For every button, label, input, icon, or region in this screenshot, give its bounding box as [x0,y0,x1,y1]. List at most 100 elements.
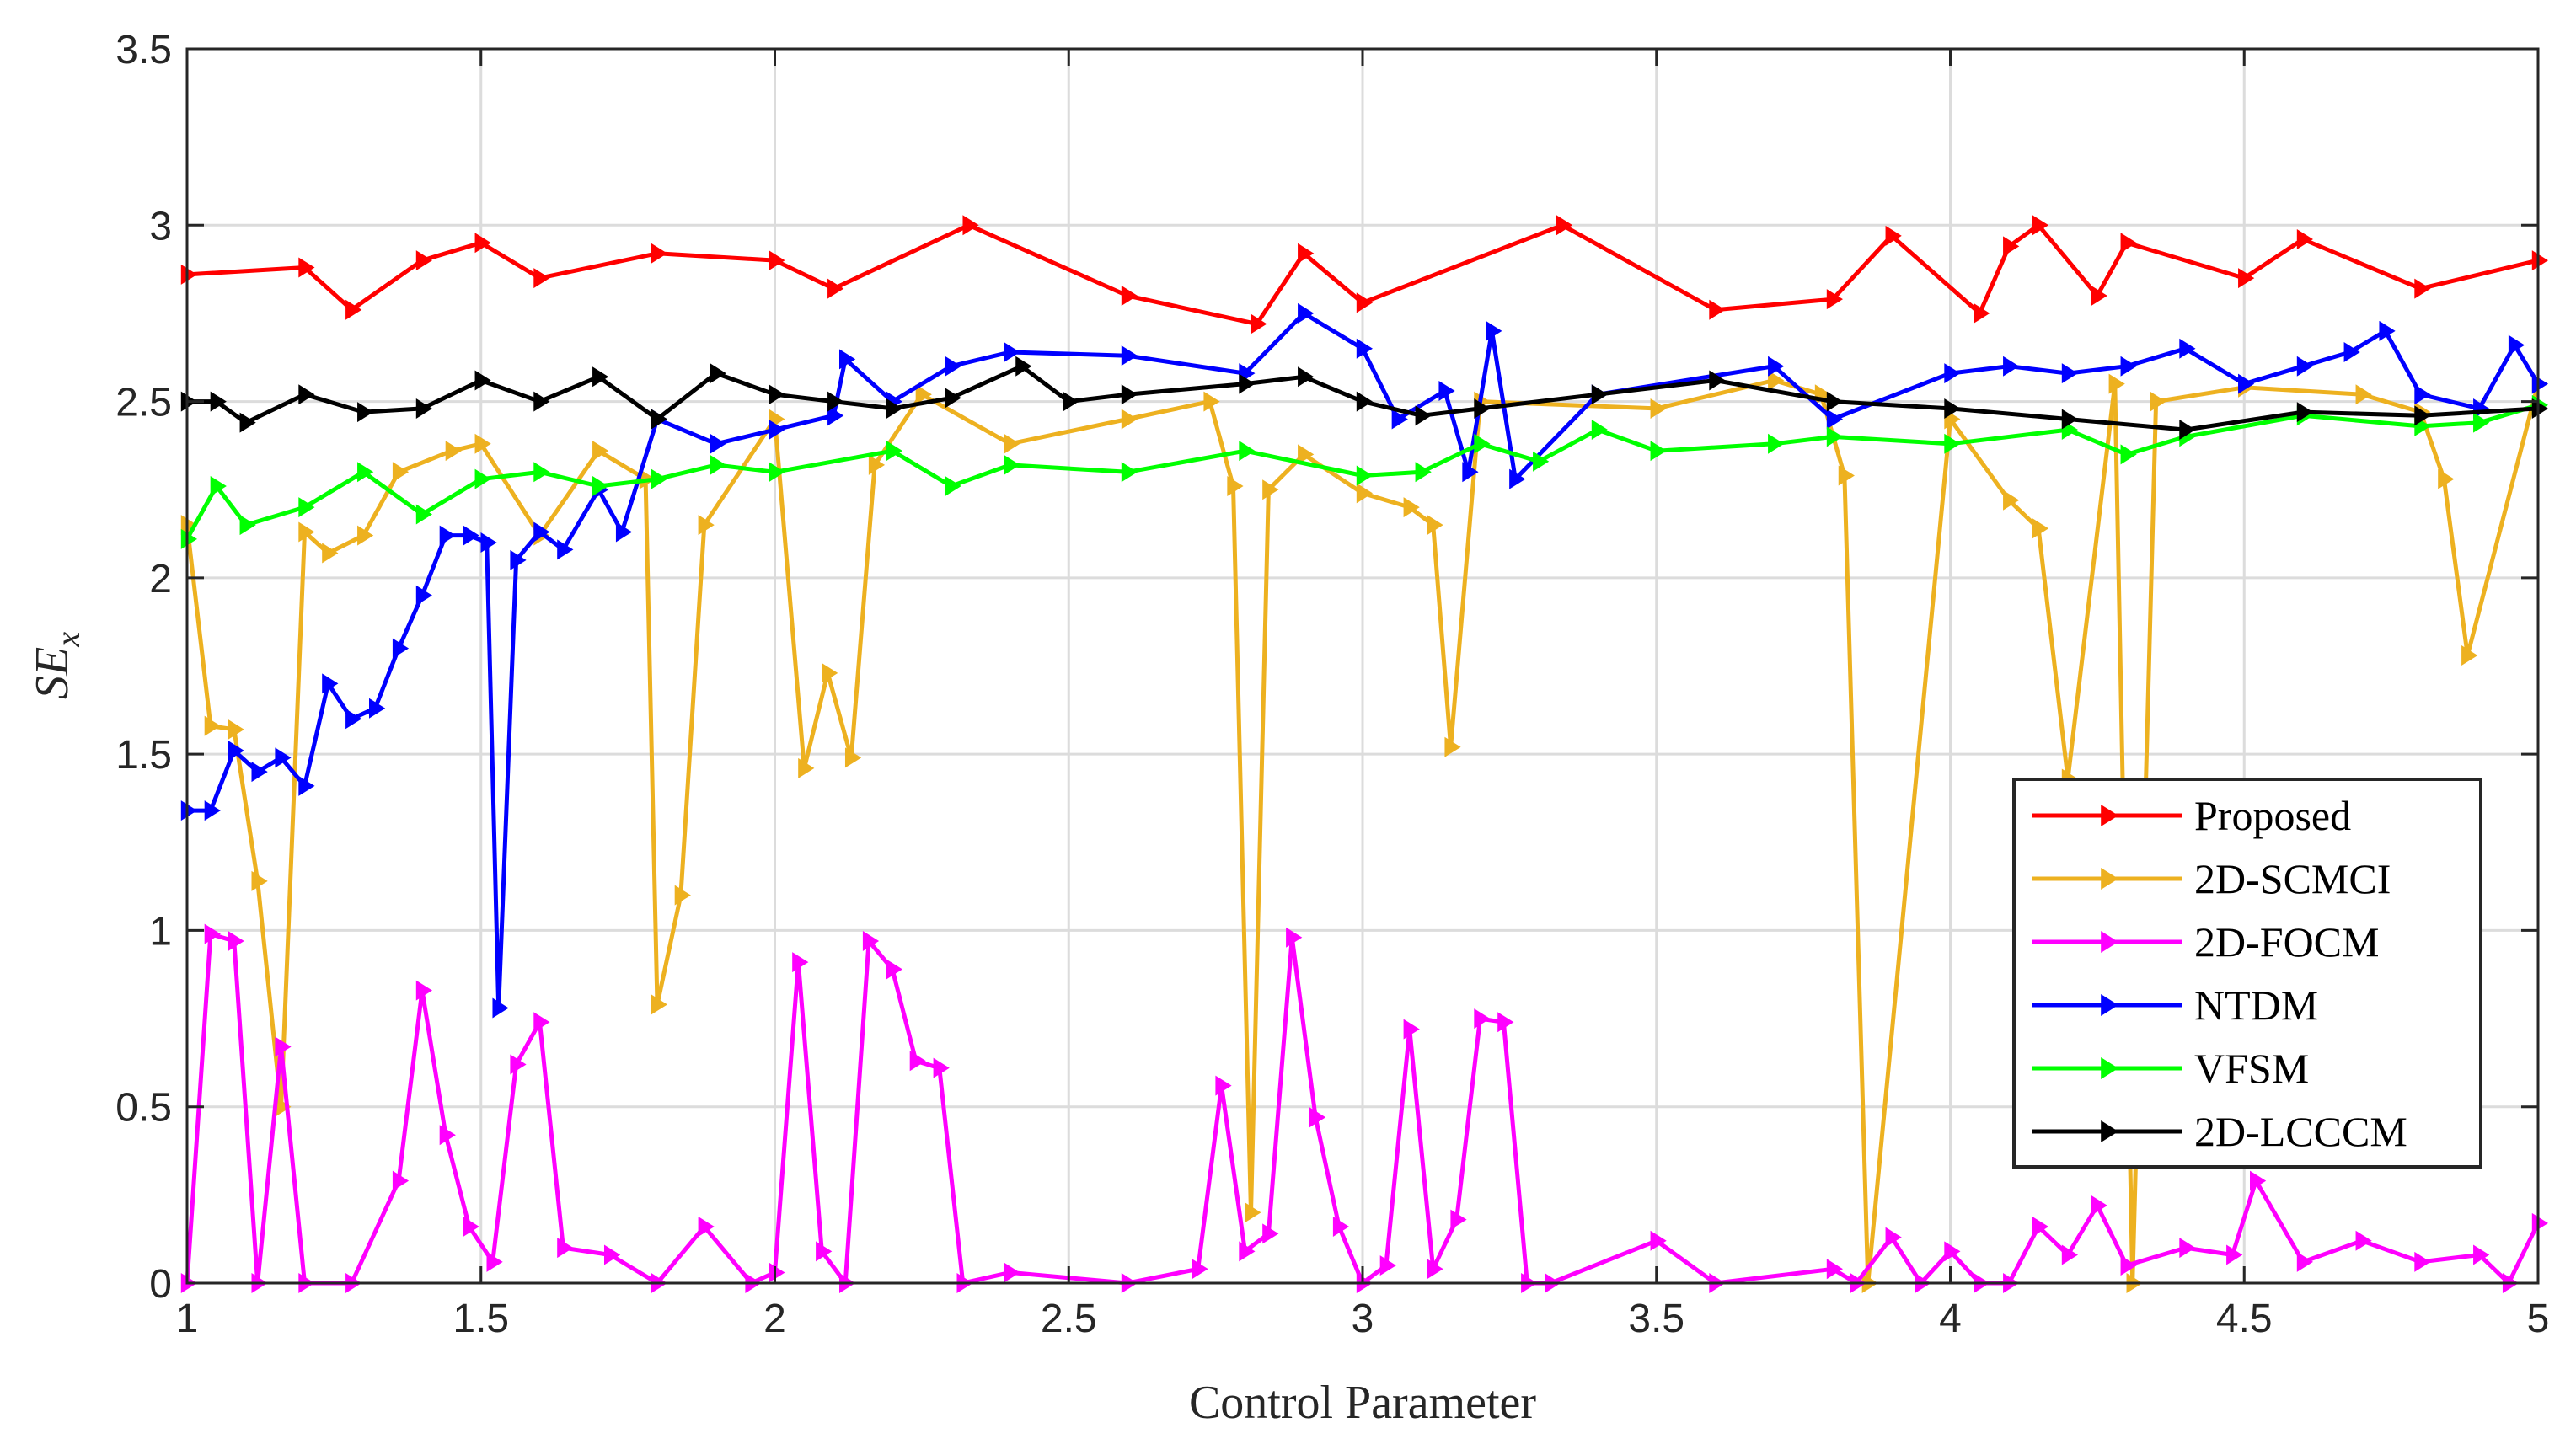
x-tick-label: 1 [176,1297,199,1341]
data-point-2d-scmci [1403,497,1420,518]
data-point-2d-lcccm [710,363,726,384]
data-point-ntdm [2003,356,2020,377]
data-point-ntdm [1944,363,1961,384]
data-point-vfsm [710,454,726,475]
data-series [180,215,2548,1293]
data-point-ntdm [439,525,456,546]
data-point-vfsm [239,515,256,536]
legend-marker [2101,868,2118,890]
y-tick-label: 0 [149,1262,172,1307]
data-point-2d-focm [2061,1244,2078,1265]
data-point-2d-lcccm [533,391,550,412]
x-tick-label: 1.5 [453,1297,509,1341]
x-tick-label: 2 [763,1297,786,1341]
data-point-proposed [2238,268,2255,289]
data-point-ntdm [298,775,315,796]
data-point-ntdm [251,762,268,783]
legend-entry-ntdm: NTDM [2032,981,2318,1029]
data-point-2d-scmci [1004,433,1020,454]
data-point-2d-lcccm [415,398,432,419]
data-point-vfsm [533,462,550,483]
data-point-2d-lcccm [239,412,256,433]
data-point-2d-focm [1944,1241,1961,1262]
data-point-ntdm [463,525,479,546]
data-point-ntdm [1768,356,1785,377]
data-point-ntdm [2343,341,2360,362]
legend-label: NTDM [2194,981,2318,1029]
data-point-2d-focm [1379,1255,1396,1276]
data-point-proposed [2296,229,2313,250]
data-point-ntdm [1826,409,1843,430]
data-point-2d-lcccm [651,409,667,430]
data-point-vfsm [298,497,315,518]
data-point-vfsm [1415,462,1432,483]
data-point-ntdm [492,997,509,1019]
data-point-2d-scmci [1768,370,1785,391]
x-tick-label: 5 [2527,1297,2550,1341]
legend-label: 2D-FOCM [2194,918,2379,965]
data-point-2d-scmci [251,870,268,891]
data-point-ntdm [1356,338,1373,359]
data-point-ntdm [204,800,221,821]
data-point-2d-focm [698,1217,715,1238]
data-point-ntdm [510,549,527,570]
data-point-2d-scmci [651,994,667,1015]
data-point-vfsm [2473,412,2490,433]
data-point-2d-scmci [204,715,221,736]
y-axis-label-main: SE [26,647,78,699]
data-point-2d-scmci [1356,483,1373,504]
data-point-proposed [345,299,362,320]
data-point-proposed [1826,289,1843,310]
legend-entry-vfsm: VFSM [2032,1045,2309,1092]
data-point-2d-scmci [2108,373,2125,394]
data-point-2d-scmci [1838,465,1855,486]
data-point-vfsm [2120,444,2137,465]
data-point-vfsm [1121,462,1138,483]
data-point-2d-lcccm [769,384,785,405]
data-point-2d-lcccm [2179,420,2196,441]
y-axis-label: SEx [26,632,87,699]
data-point-2d-lcccm [1591,384,1608,405]
data-point-2d-lcccm [2296,402,2313,423]
data-point-2d-focm [2473,1244,2490,1265]
data-point-2d-focm [1826,1259,1843,1280]
data-point-ntdm [615,521,633,543]
data-point-2d-focm [533,1012,550,1033]
data-point-2d-lcccm [2061,409,2078,430]
x-tick-label: 3.5 [1628,1297,1684,1341]
data-point-2d-focm [1215,1075,1232,1096]
data-point-2d-lcccm [1944,398,1961,419]
data-point-2d-scmci [1245,1202,1261,1223]
data-point-2d-focm [2250,1170,2267,1191]
series-2d-lcccm [180,356,2548,441]
data-point-2d-scmci [698,515,715,536]
data-point-2d-focm [2414,1251,2431,1272]
data-point-ntdm [228,740,244,761]
y-axis-label-subscript: x [49,632,87,648]
data-point-2d-scmci [674,885,691,906]
legend-label: 2D-LCCCM [2194,1108,2407,1155]
data-point-2d-scmci [298,521,315,543]
data-point-2d-lcccm [1063,391,1079,412]
legend-label: Proposed [2194,792,2351,839]
data-point-ntdm [2238,373,2255,394]
data-point-2d-focm [909,1051,926,1072]
data-point-vfsm [945,476,961,497]
data-point-2d-scmci [1298,444,1315,465]
legend-marker [2101,994,2118,1016]
data-point-2d-lcccm [2531,398,2548,419]
data-point-2d-focm [1332,1217,1350,1238]
data-point-ntdm [275,747,292,768]
data-point-2d-lcccm [1239,373,1256,394]
y-tick-label: 2.5 [115,381,172,425]
data-point-2d-scmci [1227,476,1244,497]
data-point-2d-lcccm [210,391,227,412]
y-tick-label: 3.5 [115,28,172,72]
data-point-2d-scmci [844,747,862,768]
data-point-2d-focm [604,1244,621,1265]
data-point-ntdm [839,349,856,370]
data-point-2d-lcccm [1709,370,1726,391]
data-point-2d-scmci [1650,398,1667,419]
series-ntdm [180,302,2548,1019]
data-point-2d-scmci [445,441,462,462]
